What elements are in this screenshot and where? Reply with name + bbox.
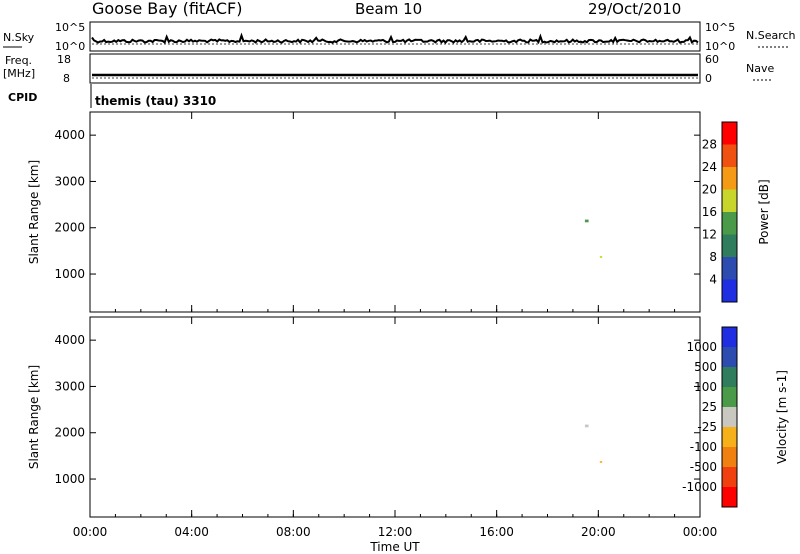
power-colorbar-label: Power [dB]	[757, 179, 771, 244]
y-tick-label: 2000	[54, 221, 85, 235]
power-panel	[89, 111, 701, 313]
beam-title: Beam 10	[355, 0, 422, 18]
x-tick-label: 08:00	[276, 525, 311, 539]
velocity-cell	[599, 461, 603, 463]
power-colorbar-tick: 4	[709, 273, 717, 287]
power-colorbar-swatch	[722, 122, 737, 145]
x-axis-label: Time UT	[369, 540, 420, 554]
x-tick-label: 00:00	[73, 525, 108, 539]
y-tick-label: 3000	[54, 379, 85, 393]
station-title: Goose Bay (fitACF)	[92, 0, 242, 18]
velocity-colorbar-swatch	[722, 327, 737, 347]
velocity-colorbar-swatch	[722, 427, 737, 447]
power-colorbar-swatch	[722, 257, 737, 280]
nsky-trace	[91, 32, 699, 45]
velocity-colorbar-tick: -500	[690, 460, 717, 474]
velocity-colorbar: 1000 500 100 25 -25 -100 -500 -1000	[682, 326, 738, 508]
y-tick-label: 4000	[54, 128, 85, 142]
velocity-colorbar-tick: 1000	[686, 340, 717, 354]
power-colorbar-swatch	[722, 144, 737, 167]
y-tick-label: 4000	[54, 333, 85, 347]
velocity-colorbar-tick: 25	[702, 400, 717, 414]
power-colorbar-tick: 28	[702, 138, 717, 152]
power-cell	[599, 256, 603, 258]
y-tick-label: 1000	[54, 267, 85, 281]
nave-label: Nave	[746, 62, 774, 75]
x-tick-label: 16:00	[479, 525, 514, 539]
power-colorbar-swatch	[722, 279, 737, 302]
velocity-colorbar-tick: -1000	[682, 480, 717, 494]
velocity-colorbar-swatch	[722, 467, 737, 487]
velocity-colorbar-swatch	[722, 407, 737, 427]
velocity-colorbar-swatch	[722, 447, 737, 467]
power-colorbar-tick: 8	[709, 250, 717, 264]
power-colorbar-tick: 12	[702, 228, 717, 242]
y-tick-label: 2000	[54, 426, 85, 440]
velocity-colorbar-tick: 500	[694, 360, 717, 374]
freq-tick-top: 18	[57, 53, 71, 66]
velocity-colorbar-swatch	[722, 487, 737, 507]
power-colorbar-swatch	[722, 189, 737, 212]
date-title: 29/Oct/2010	[588, 0, 681, 18]
nsky-label: N.Sky	[3, 31, 35, 44]
power-colorbar-swatch	[722, 212, 737, 235]
nsky-tick-bottom: 10^0	[55, 40, 85, 53]
freq-panel	[89, 53, 701, 84]
power-ylabel: Slant Range [km]	[27, 160, 41, 264]
power-colorbar-tick: 16	[702, 205, 717, 219]
velocity-colorbar-tick: -100	[690, 440, 717, 454]
freq-unit: [MHz]	[3, 67, 35, 80]
x-tick-label: 04:00	[174, 525, 209, 539]
velocity-colorbar-tick: -25	[697, 420, 717, 434]
velocity-colorbar-label: Velocity [m s-1]	[775, 370, 789, 464]
nsearch-tick-top: 10^5	[705, 21, 735, 34]
power-colorbar-swatch	[722, 234, 737, 257]
nave-tick-bottom: 0	[705, 72, 712, 85]
nsky-panel	[89, 21, 701, 52]
y-tick-label: 1000	[54, 472, 85, 486]
velocity-colorbar-swatch	[722, 367, 737, 387]
x-tick-label: 00:00	[683, 525, 718, 539]
velocity-colorbar-swatch	[722, 347, 737, 367]
x-tick-label: 12:00	[378, 525, 413, 539]
freq-tick-bottom: 8	[63, 72, 70, 85]
cpid-value: themis (tau) 3310	[95, 94, 216, 108]
power-colorbar-swatch	[722, 167, 737, 190]
nsky-tick-top: 10^5	[55, 21, 85, 34]
power-cell	[584, 219, 589, 223]
nave-tick-top: 60	[705, 53, 719, 66]
velocity-panel	[89, 316, 701, 518]
y-tick-label: 3000	[54, 174, 85, 188]
nsearch-label: N.Search	[746, 29, 796, 42]
power-colorbar-tick: 20	[702, 183, 717, 197]
freq-label: Freq.	[5, 54, 32, 67]
x-tick-label: 20:00	[581, 525, 616, 539]
velocity-ylabel: Slant Range [km]	[27, 365, 41, 469]
velocity-cell	[584, 424, 589, 428]
velocity-colorbar-tick: 100	[694, 380, 717, 394]
power-colorbar-tick: 24	[702, 160, 717, 174]
power-colorbar: 4 8 12 16 20 24 28	[702, 121, 738, 303]
velocity-colorbar-swatch	[722, 387, 737, 407]
nsearch-tick-bottom: 10^0	[705, 40, 735, 53]
cpid-label: CPID	[8, 91, 37, 104]
